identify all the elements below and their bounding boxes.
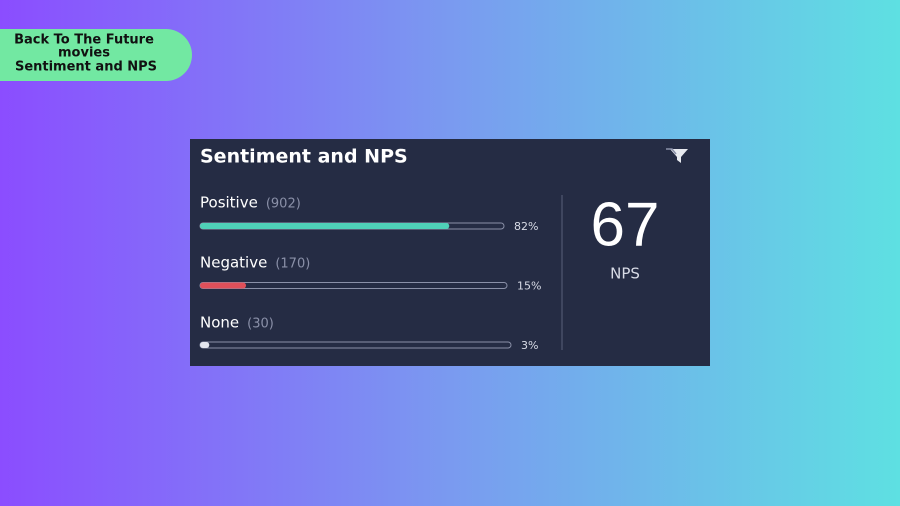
card	[190, 139, 710, 366]
percent-label: 82%	[514, 220, 538, 233]
percent-label: 15%	[517, 280, 541, 293]
badge-line: movies	[58, 46, 110, 61]
badge-line: Sentiment and NPS	[15, 60, 157, 75]
badge-text: Back To The Future movies Sentiment and …	[14, 33, 157, 75]
badge	[0, 29, 192, 81]
row-count: (30)	[247, 317, 274, 332]
bar-fill	[200, 282, 247, 289]
nps-label: NPS	[610, 265, 640, 283]
row-label: Negative	[200, 254, 267, 272]
filter-shadow	[666, 148, 677, 155]
card-title: Sentiment and NPS	[200, 146, 408, 168]
bar-track	[199, 341, 512, 349]
row-label: Positive	[200, 194, 258, 212]
row-count: (902)	[266, 197, 301, 212]
filter-icon[interactable]	[666, 148, 688, 163]
percent-label: 3%	[521, 339, 538, 352]
badge-line: Back To The Future	[14, 33, 154, 48]
nps-value: 67	[591, 190, 660, 259]
bar-fill	[200, 223, 450, 229]
row-label: None	[200, 314, 239, 332]
bar-fill	[200, 342, 210, 348]
row-count: (170)	[275, 257, 310, 272]
